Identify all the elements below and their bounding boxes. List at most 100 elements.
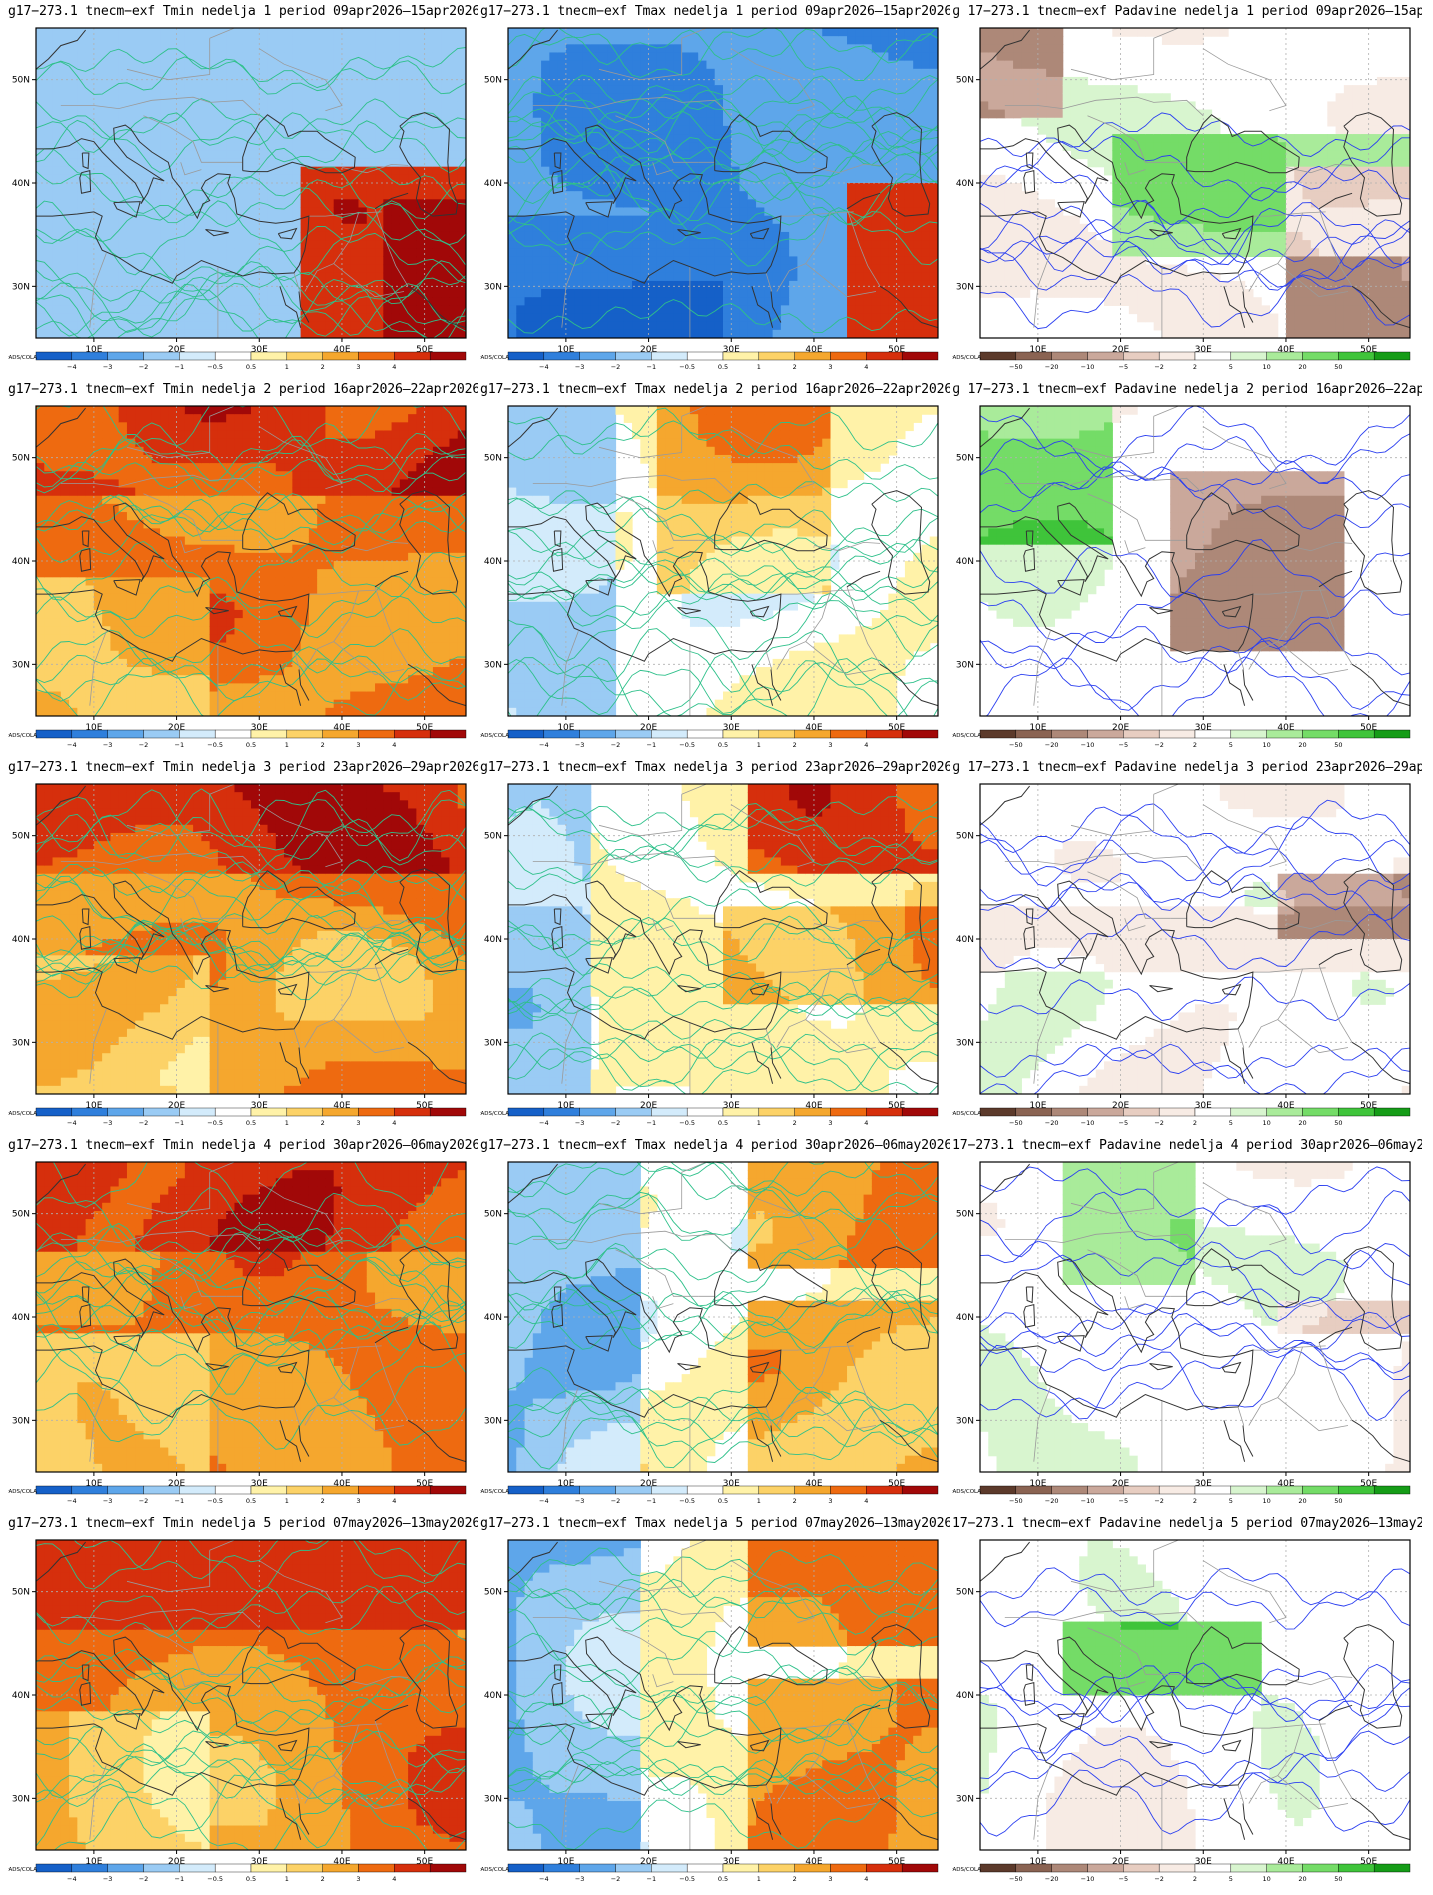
lat-tick-label: 30N bbox=[484, 1038, 502, 1048]
lon-tick-label: 40E bbox=[805, 1857, 822, 1867]
colorbar-label: −1 bbox=[647, 1119, 657, 1127]
colorbar-swatch bbox=[979, 1485, 1017, 1495]
colorbar-swatch bbox=[722, 1485, 760, 1495]
colorbar-label: −20 bbox=[1045, 363, 1059, 371]
colorbar-label: −1 bbox=[175, 1875, 185, 1883]
colorbar-swatch bbox=[830, 1863, 867, 1873]
lat-tick-label: 50N bbox=[956, 454, 974, 464]
colorbar-label: 1 bbox=[285, 363, 289, 371]
colorbar-swatch bbox=[901, 1485, 939, 1495]
colorbar-label: 0.5 bbox=[718, 1497, 728, 1505]
panel-title: g17−273.1 tnecm−exf Tmax nedelja 1 perio… bbox=[480, 4, 950, 19]
coastlines bbox=[980, 1540, 1410, 1850]
colorbar-label: −50 bbox=[1009, 1119, 1023, 1127]
colorbar-swatch bbox=[579, 1863, 616, 1873]
colorbar-swatch bbox=[651, 1485, 688, 1495]
lon-tick-label: 50E bbox=[888, 1101, 905, 1111]
panel-title: g17−273.1 tnecm−exf Tmax nedelja 2 perio… bbox=[480, 382, 950, 397]
coastlines bbox=[36, 784, 466, 1094]
colorbar-label: 5 bbox=[1229, 1875, 1233, 1883]
colorbar-swatch bbox=[394, 729, 431, 739]
colorbar-label: −1 bbox=[647, 1497, 657, 1505]
lon-tick-label: 20E bbox=[168, 723, 185, 733]
colorbar-label: −0.5 bbox=[679, 1875, 695, 1883]
colorbar-swatch bbox=[579, 1107, 616, 1117]
colorbar-swatch bbox=[1051, 1107, 1088, 1117]
colorbar-swatch bbox=[286, 351, 323, 361]
colorbar-label: 2 bbox=[321, 1119, 325, 1127]
colorbar-swatch bbox=[686, 729, 724, 739]
colorbar-swatch bbox=[250, 1107, 288, 1117]
colorbar-label: 50 bbox=[1334, 363, 1342, 371]
colorbar-swatch bbox=[1194, 1863, 1232, 1873]
colorbar-swatch bbox=[179, 729, 216, 739]
colorbar-swatch bbox=[1338, 1863, 1375, 1873]
colorbar-label: 3 bbox=[356, 363, 360, 371]
colorbar: −50 −20 −10 −5 −2 2 5 10 20 50 bbox=[979, 1863, 1411, 1883]
colorbar-swatch bbox=[1373, 1107, 1411, 1117]
lon-tick-label: 20E bbox=[1112, 345, 1129, 355]
lon-tick-label: 50E bbox=[1360, 1857, 1377, 1867]
panel-title: g17−273.1 tnecm−exf Tmax nedelja 4 perio… bbox=[480, 1138, 950, 1153]
colorbar-label: −4 bbox=[539, 1875, 549, 1883]
lon-tick-label: 20E bbox=[640, 1479, 657, 1489]
colorbar-swatch bbox=[979, 351, 1017, 361]
colorbar-swatch bbox=[71, 729, 108, 739]
colorbar-label: 0.5 bbox=[718, 741, 728, 749]
colorbar-label: 2 bbox=[321, 1875, 325, 1883]
lon-tick-label: 50E bbox=[416, 1857, 433, 1867]
colorbar: −50 −20 −10 −5 −2 2 5 10 20 50 bbox=[979, 1107, 1411, 1127]
colorbar-swatch bbox=[543, 1107, 580, 1117]
map-panel-tmax-week-4: 10E 20E 30E 40E 50E 50N 40N 30N −4 −3 −2 −1 −0.5 0.5 1… bbox=[480, 1134, 950, 1509]
colorbar-label: 1 bbox=[285, 1497, 289, 1505]
colorbar-label: 2 bbox=[1193, 741, 1197, 749]
lat-tick-label: 30N bbox=[956, 1038, 974, 1048]
lat-tick-label: 50N bbox=[956, 76, 974, 86]
colorbar-swatch bbox=[543, 1863, 580, 1873]
colorbar-swatch bbox=[794, 351, 831, 361]
colorbar-label: 4 bbox=[864, 1119, 868, 1127]
colorbar-swatch bbox=[1338, 729, 1375, 739]
lat-tick-label: 30N bbox=[484, 660, 502, 670]
colorbar-label: −1 bbox=[647, 741, 657, 749]
gridlines bbox=[508, 406, 938, 716]
colorbar-swatch bbox=[615, 1485, 652, 1495]
colorbar-swatch bbox=[758, 351, 795, 361]
colorbar-label: −10 bbox=[1081, 1875, 1095, 1883]
colorbar-label: 2 bbox=[793, 363, 797, 371]
colorbar-swatch bbox=[394, 1485, 431, 1495]
colorbar-swatch bbox=[143, 729, 180, 739]
colorbar-label: −50 bbox=[1009, 1875, 1023, 1883]
colorbar-swatch bbox=[250, 729, 288, 739]
lat-tick-label: 40N bbox=[12, 1691, 30, 1701]
contour-lines bbox=[36, 1540, 466, 1850]
lon-tick-label: 30E bbox=[251, 345, 268, 355]
colorbar-swatch bbox=[1302, 1485, 1339, 1495]
colorbar-label: 3 bbox=[356, 1875, 360, 1883]
colorbar-label: −3 bbox=[103, 741, 113, 749]
colorbar: −50 −20 −10 −5 −2 2 5 10 20 50 bbox=[979, 351, 1411, 371]
colorbar-swatch bbox=[1123, 729, 1160, 739]
colorbar-label: −20 bbox=[1045, 1497, 1059, 1505]
lon-tick-label: 40E bbox=[1277, 1101, 1294, 1111]
colorbar-label: −4 bbox=[67, 1497, 77, 1505]
colorbar-label: −0.5 bbox=[207, 1875, 223, 1883]
lon-tick-label: 10E bbox=[85, 1479, 102, 1489]
colorbar: −4 −3 −2 −1 −0.5 0.5 1 2 3 4 bbox=[35, 1485, 467, 1505]
contour-lines bbox=[508, 28, 938, 334]
lon-tick-label: 30E bbox=[723, 1857, 740, 1867]
colorbar-swatch bbox=[1230, 1107, 1267, 1117]
coastlines bbox=[36, 406, 466, 716]
colorbar-swatch bbox=[1015, 1107, 1052, 1117]
colorbar-swatch bbox=[866, 1107, 903, 1117]
colorbar-label: 4 bbox=[392, 1119, 396, 1127]
map-panel-precip-week-5: 10E 20E 30E 40E 50E 50N 40N 30N −50 −20 −10 −5 −2 2 5 1… bbox=[952, 1512, 1422, 1887]
colorbar-label: −1 bbox=[175, 1119, 185, 1127]
contour-lines bbox=[980, 799, 1410, 1094]
grads-label: GrADS/COLA bbox=[952, 733, 981, 739]
lon-tick-label: 50E bbox=[1360, 345, 1377, 355]
lon-tick-label: 50E bbox=[888, 345, 905, 355]
colorbar-swatch bbox=[794, 729, 831, 739]
colorbar-swatch bbox=[830, 729, 867, 739]
colorbar-label: −2 bbox=[139, 1497, 149, 1505]
